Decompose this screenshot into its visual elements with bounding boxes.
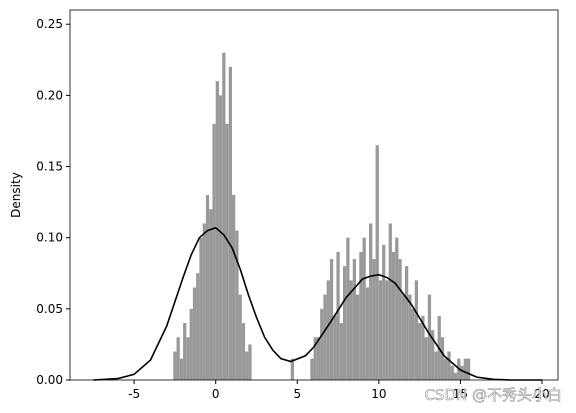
bar: [460, 365, 464, 380]
bar: [391, 251, 396, 380]
bar: [418, 323, 422, 380]
x-tick-label: 20: [534, 387, 549, 401]
bar: [359, 251, 363, 380]
bar: [248, 344, 252, 380]
bar: [466, 358, 471, 380]
bar: [411, 308, 415, 380]
x-tick-label: 15: [453, 387, 468, 401]
y-tick-label: 0.00: [36, 373, 63, 387]
bar: [356, 294, 360, 380]
bar: [225, 123, 229, 380]
bar: [463, 358, 467, 380]
bar: [453, 372, 458, 380]
x-tick-label: 10: [371, 387, 386, 401]
bar: [375, 145, 379, 380]
plot-frame: [69, 9, 559, 381]
bar: [378, 280, 383, 380]
bar: [408, 294, 412, 380]
bar: [238, 294, 242, 380]
bar: [444, 358, 448, 380]
y-axis-label: Density: [9, 172, 23, 218]
y-tick-label: 0.15: [36, 160, 63, 174]
y-tick-label: 0.10: [36, 231, 63, 245]
bar: [215, 81, 219, 381]
bar: [209, 209, 213, 380]
bar: [404, 266, 409, 380]
bar: [245, 351, 249, 380]
bar: [342, 266, 347, 380]
bar: [179, 358, 184, 380]
bar: [421, 315, 425, 380]
kde-line: [93, 226, 543, 381]
bar: [372, 259, 376, 380]
bar: [427, 294, 432, 380]
y-tick-label: 0.05: [36, 302, 63, 316]
bar: [339, 323, 343, 380]
bar: [434, 351, 438, 380]
bar: [202, 223, 206, 380]
bar: [450, 365, 454, 380]
x-tick-label: 0: [212, 387, 220, 401]
bar: [290, 358, 295, 380]
bar: [316, 337, 321, 380]
bar: [173, 351, 177, 380]
bar: [369, 223, 373, 380]
bar: [352, 259, 357, 380]
bar: [241, 323, 246, 380]
bar: [176, 337, 180, 380]
bar: [365, 287, 370, 380]
bar: [326, 280, 330, 380]
bar: [336, 251, 340, 380]
y-tick-label: 0.20: [36, 88, 63, 102]
bar: [310, 358, 314, 380]
bar: [183, 323, 187, 380]
bar: [431, 330, 435, 380]
bar: [189, 308, 193, 380]
bar: [401, 294, 405, 380]
bar: [385, 280, 389, 380]
bar: [333, 315, 337, 380]
bar: [398, 259, 402, 380]
watermark: CSDN @不秀头小白: [424, 386, 562, 404]
bar: [320, 308, 324, 380]
bar: [212, 123, 216, 380]
bar: [323, 294, 327, 380]
x-tick-label: -5: [128, 387, 140, 401]
bar: [349, 280, 353, 380]
bar: [218, 95, 223, 380]
bar: [424, 337, 428, 380]
bar: [382, 244, 386, 380]
bar: [228, 66, 233, 380]
bar: [388, 223, 392, 380]
bar: [222, 52, 226, 380]
bar: [205, 195, 210, 380]
bar: [447, 351, 451, 380]
bar: [192, 287, 197, 380]
bar: [199, 237, 203, 380]
bar: [235, 230, 239, 380]
bar: [313, 337, 317, 380]
bar: [414, 280, 419, 380]
bar: [395, 237, 399, 380]
bar: [196, 273, 200, 380]
bar: [232, 195, 236, 380]
bar: [362, 237, 366, 380]
bar: [346, 237, 350, 380]
bar: [440, 337, 445, 380]
bar: [186, 337, 190, 380]
x-tick-label: 5: [293, 387, 301, 401]
y-tick-label: 0.25: [36, 17, 63, 31]
